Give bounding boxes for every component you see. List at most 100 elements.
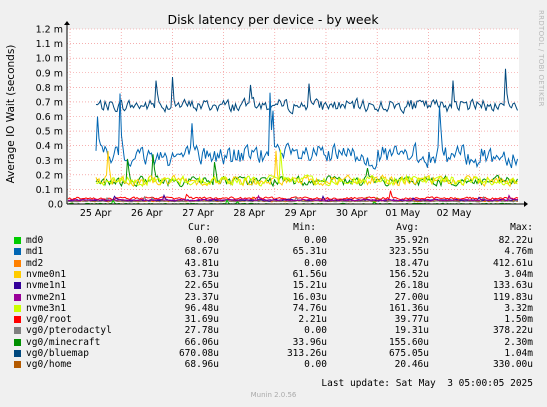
legend-row: nvme3n1 96.48u 74.76u 161.36u 3.32m <box>0 303 547 314</box>
legend-swatch <box>14 293 21 301</box>
legend-row: md0 0.00 0.00 35.92n 82.22u <box>0 235 547 246</box>
legend-name: md0 <box>26 235 44 246</box>
legend-cur: 670.08u <box>178 348 219 359</box>
rrdtool-credit: RRDTOOL / TOBI OETIKER <box>537 10 545 107</box>
legend-max: 82.22u <box>498 235 533 246</box>
legend-row: nvme1n1 22.65u 15.21u 26.18u 133.63u <box>0 280 547 291</box>
series-line-vg0-bluemap <box>95 68 518 115</box>
legend-max: 119.83u <box>492 291 533 303</box>
legend-avg: 18.47u <box>394 257 429 269</box>
legend-cur: 96.48u <box>184 302 219 314</box>
legend-cur: 68.67u <box>184 246 219 258</box>
legend-max: 378.22u <box>492 325 533 337</box>
legend-row: vg0/bluemap 670.08u 313.26u 675.05u 1.04m <box>0 348 547 359</box>
legend-row: vg0/home 68.96u 0.00 20.46u 330.00u <box>0 359 547 370</box>
legend-min: 0.00 <box>304 235 327 246</box>
legend-min: 0.00 <box>304 325 327 337</box>
legend-min: 15.21u <box>292 280 327 292</box>
x-tick-label: 02 May <box>437 208 472 219</box>
legend-avg: 675.05u <box>388 348 429 359</box>
y-tick-label: 0.3 m <box>36 156 63 167</box>
y-tick-label: 1.2 m <box>36 25 63 36</box>
x-tick-label: 01 May <box>385 208 420 219</box>
legend-max: 4.76m <box>504 246 533 258</box>
legend-max: 2.30m <box>504 336 533 348</box>
x-tick-label: 28 Apr <box>233 208 265 219</box>
legend-min: 0.00 <box>304 359 327 371</box>
x-tick-labels: 25 Apr 26 Apr 27 Apr 28 Apr 29 Apr 30 Apr 01 M… <box>80 208 472 219</box>
x-tick-label: 30 Apr <box>336 208 368 219</box>
legend-swatch <box>14 361 21 369</box>
chart-title: Disk latency per device - by week <box>167 12 379 27</box>
grid <box>67 28 519 204</box>
legend-avg: 323.55u <box>388 246 429 258</box>
series-lines <box>67 68 519 205</box>
series-line-nvme2n1 <box>67 194 519 202</box>
legend-max: 3.32m <box>504 302 533 314</box>
legend-swatch <box>14 259 21 267</box>
legend-header-avg: Avg: <box>396 222 419 233</box>
legend-header-min: Min: <box>293 222 316 233</box>
legend-avg: 156.52u <box>388 268 429 280</box>
legend-max: 133.63u <box>492 280 533 292</box>
y-tick-label: 0.1 m <box>36 185 63 196</box>
legend-cur: 63.73u <box>184 268 219 280</box>
x-tick-label: 26 Apr <box>131 208 163 219</box>
legend-row: vg0/pterodactyl 27.78u 0.00 19.31u 378.22u <box>0 325 547 336</box>
legend-cur: 0.00 <box>196 235 219 246</box>
legend-avg: 39.77u <box>394 314 429 326</box>
y-tick-label: 1.0 m <box>36 54 63 65</box>
legend-cur: 27.78u <box>184 325 219 337</box>
legend-avg: 155.60u <box>388 336 429 348</box>
legend-swatch <box>14 316 21 324</box>
legend-name: md2 <box>26 257 44 269</box>
legend-swatch <box>14 237 21 244</box>
y-tick-label: 0.2 m <box>36 170 63 181</box>
legend-swatch <box>14 350 21 357</box>
legend-min: 61.56u <box>292 268 327 280</box>
legend-header-max: Max: <box>510 222 533 233</box>
legend-swatch <box>14 327 21 335</box>
legend-cur: 22.65u <box>184 280 219 292</box>
y-axis-arrow <box>64 21 70 25</box>
legend-min: 16.03u <box>292 291 327 303</box>
y-tick-label: 0.0 <box>48 200 63 211</box>
y-tick-label: 0.9 m <box>36 68 63 79</box>
legend-cur: 31.69u <box>184 314 219 326</box>
x-tick-label: 25 Apr <box>80 208 112 219</box>
legend-cur: 23.37u <box>184 291 219 303</box>
legend-min: 33.96u <box>292 336 327 348</box>
legend-avg: 26.18u <box>394 280 429 292</box>
legend-row: nvme0n1 63.73u 61.56u 156.52u 3.04m <box>0 269 547 280</box>
legend-header-cur: Cur: <box>188 222 211 233</box>
legend-header: Cur: Min: Avg: Max: <box>0 222 547 233</box>
y-tick-label: 0.5 m <box>36 127 63 138</box>
legend: Cur: Min: Avg: Max: md0 0.00 0.00 35.92n 82.… <box>0 222 547 380</box>
legend-max: 330.00u <box>492 359 533 371</box>
y-tick-labels: 0.0 0.1 m 0.2 m 0.3 m 0.4 m 0.5 m 0.6 m 0.7 m 0.… <box>36 25 63 211</box>
y-tick-label: 0.7 m <box>36 97 63 108</box>
legend-min: 65.31u <box>292 246 327 258</box>
legend-cur: 43.81u <box>184 257 219 269</box>
x-tick-label: 29 Apr <box>285 208 317 219</box>
y-axis-label: Average IO Wait (seconds) <box>5 45 17 184</box>
legend-avg: 27.00u <box>394 291 429 303</box>
legend-row: nvme2n1 23.37u 16.03u 27.00u 119.83u <box>0 292 547 303</box>
munin-version: Munin 2.0.56 <box>250 391 297 399</box>
legend-name: vg0/home <box>26 359 72 371</box>
chart-plot: Disk latency per device - by week Averag… <box>5 12 528 219</box>
legend-name: md1 <box>26 246 44 258</box>
legend-cur: 66.06u <box>184 336 219 348</box>
x-axis-arrow <box>524 201 528 207</box>
legend-max: 1.50m <box>504 314 533 326</box>
x-tick-label: 27 Apr <box>182 208 214 219</box>
legend-avg: 161.36u <box>388 302 429 314</box>
legend-cur: 68.96u <box>184 359 219 371</box>
legend-swatch <box>14 338 21 346</box>
legend-avg: 35.92n <box>394 235 429 246</box>
legend-name: nvme2n1 <box>26 291 67 303</box>
legend-swatch <box>14 248 21 256</box>
series-line-vg0-root <box>67 190 519 201</box>
legend-avg: 20.46u <box>394 359 429 371</box>
